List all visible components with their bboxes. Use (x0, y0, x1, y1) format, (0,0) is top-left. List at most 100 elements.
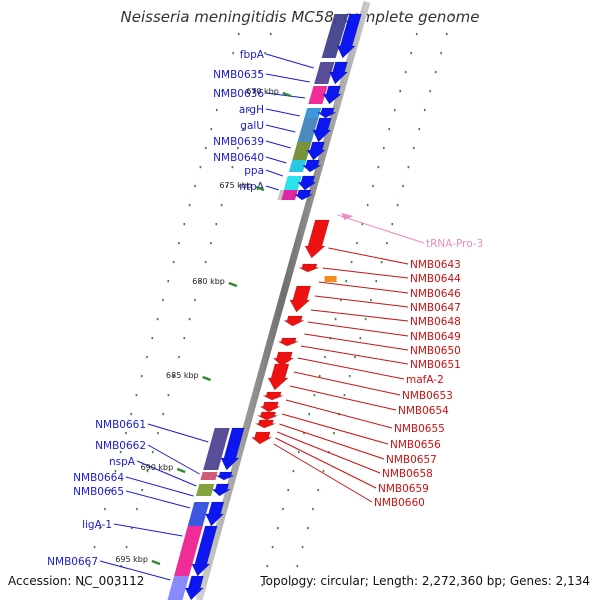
grid-dot (204, 261, 207, 264)
gene-arrow-blue (184, 575, 204, 600)
gene-label: NMB0646 (410, 288, 461, 300)
grid-dot (141, 489, 144, 492)
gene-label: NMB0636 (213, 88, 264, 100)
kbp-tick-mark (228, 281, 238, 288)
label-leader (147, 444, 200, 475)
kbp-tick-label: 690 kbp (141, 463, 174, 472)
gene-label: nspA (109, 456, 136, 468)
gene-label: NMB0667 (47, 556, 98, 568)
label-leader (281, 413, 389, 445)
grid-dot (115, 584, 117, 587)
grid-dot (407, 166, 410, 169)
gene-label: NMB0655 (394, 423, 445, 435)
grid-dot (276, 527, 279, 530)
gene-label: NMB0653 (402, 390, 453, 402)
grid-dot (287, 489, 290, 492)
grid-dot (370, 299, 372, 302)
label-leader (307, 321, 409, 337)
gene-arrow-blue (329, 61, 349, 85)
grid-dot (350, 261, 353, 264)
kbp-tick-mark (151, 559, 161, 566)
grid-dot (334, 318, 337, 321)
grid-dot (317, 489, 320, 492)
cog-box (167, 576, 190, 600)
gene-label: NMB0662 (95, 440, 146, 452)
grid-dot (114, 470, 117, 473)
gene-arrow-red (304, 219, 330, 259)
grid-dot (318, 375, 321, 378)
label-leader (125, 490, 191, 509)
grid-dot (361, 223, 364, 226)
label-leader (322, 267, 409, 279)
label-leader (265, 92, 306, 99)
grid-dot (418, 128, 421, 131)
grid-dot (375, 280, 378, 283)
grid-dot (399, 90, 401, 93)
gene-label: NMB0644 (410, 273, 461, 285)
gene-label: NMB0647 (410, 302, 461, 314)
grid-dot (434, 71, 437, 74)
grid-dot (140, 375, 143, 378)
gene-label: NMB0665 (73, 486, 124, 498)
gene-label: NMB0661 (95, 419, 146, 431)
orange-feature (324, 276, 337, 282)
label-leader (136, 460, 197, 487)
grid-dot (301, 546, 304, 549)
gene-label: NMB0648 (410, 316, 461, 328)
grid-dot (253, 90, 255, 93)
grid-dot (322, 470, 325, 473)
gene-label: NMB0664 (73, 472, 124, 484)
grid-dot (162, 299, 164, 302)
label-leader (300, 345, 409, 365)
gene-arrow-red (250, 431, 273, 445)
kbp-tick-label: 675 kbp (219, 181, 252, 190)
grid-dot (340, 299, 342, 302)
gene-arrow-blue (191, 525, 218, 577)
grid-dot (312, 508, 314, 511)
gene-label: NMB0649 (410, 331, 461, 343)
gene-arrow-red (298, 263, 320, 273)
grid-dot (359, 337, 362, 340)
grid-dot (313, 394, 316, 397)
cog-box (292, 142, 312, 160)
gene-label: ligA-1 (82, 519, 112, 531)
grid-dot (380, 261, 383, 264)
gene-label: NMB0657 (386, 454, 437, 466)
gene-label: NMB0658 (382, 468, 433, 480)
grid-dot (366, 204, 369, 207)
gene-arrow-red (289, 285, 312, 313)
gene-label: ppa (244, 165, 264, 177)
gene-arrow-blue (317, 107, 337, 119)
cog-box (314, 62, 335, 84)
grid-dot (226, 185, 228, 188)
grid-dot (445, 33, 448, 36)
grid-dot (348, 375, 351, 378)
grid-dot (345, 280, 348, 283)
grid-dot (261, 584, 263, 587)
grid-dot (88, 565, 91, 568)
grid-dot (423, 109, 426, 112)
gene-arrow-blue (297, 175, 317, 191)
accession-text: Accession: NC_003112 (8, 574, 145, 588)
grid-dot (264, 52, 266, 55)
topology-summary: Topology: circular; Length: 2,272,360 bp… (260, 574, 590, 588)
grid-dot (130, 527, 133, 530)
label-leader (289, 385, 397, 411)
grid-dot (109, 489, 112, 492)
grid-dot (178, 242, 180, 245)
gene-arrow-red (267, 363, 290, 391)
grid-dot (183, 223, 186, 226)
label-leader (279, 423, 385, 460)
grid-dot (146, 470, 149, 473)
grid-dot (221, 90, 223, 93)
grid-dot (237, 147, 239, 150)
grid-dot (210, 242, 212, 245)
grid-dot (125, 432, 127, 435)
gene-arrow-blue (211, 483, 232, 497)
gene-arrow-red (272, 351, 295, 367)
grid-dot (291, 584, 293, 587)
grid-dot (231, 166, 234, 169)
kbp-tick-label: 680 kbp (192, 277, 225, 286)
grid-dot (172, 261, 175, 264)
label-leader (113, 523, 183, 537)
